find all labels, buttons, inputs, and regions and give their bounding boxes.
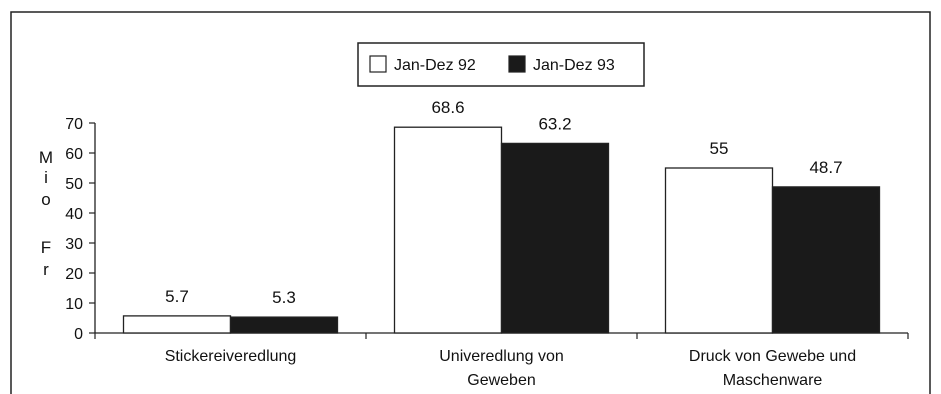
data-label-2-1: 48.7 — [809, 158, 842, 177]
y-tick-label-60: 60 — [65, 146, 83, 163]
legend: Jan-Dez 92 Jan-Dez 93 — [357, 42, 645, 87]
y-tick-label-10: 10 — [65, 296, 83, 313]
data-label-2-0: 55 — [710, 139, 729, 158]
legend-swatch-jan-dez-93 — [508, 55, 526, 73]
bar-0-0 — [122, 315, 232, 334]
bars — [122, 126, 881, 334]
category-label-2-0: Druck von Gewebe und — [689, 348, 856, 365]
data-label-0-1: 5.3 — [272, 288, 296, 307]
legend-swatch-jan-dez-92 — [369, 55, 387, 73]
legend-label-jan-dez-92: Jan-Dez 92 — [394, 57, 476, 74]
data-label-1-0: 68.6 — [431, 98, 464, 117]
y-tick-label-20: 20 — [65, 266, 83, 283]
x-axis-ticks — [94, 333, 909, 339]
bar-2-1 — [771, 186, 881, 334]
y-tick-label-50: 50 — [65, 176, 83, 193]
chart-frame — [10, 11, 931, 394]
data-labels: 5.7 5.3 68.6 63.2 55 48.7 — [165, 98, 842, 307]
y-axis-title-char-2: o — [41, 190, 50, 209]
y-axis-title-char-1: i — [44, 168, 48, 187]
y-tick-label-0: 0 — [74, 326, 83, 343]
bar-1-0 — [393, 126, 503, 334]
y-axis-title: Mio Fr — [39, 148, 53, 279]
data-label-1-1: 63.2 — [538, 114, 571, 133]
y-tick-label-40: 40 — [65, 206, 83, 223]
legend-box — [357, 42, 645, 87]
data-label-0-0: 5.7 — [165, 287, 189, 306]
category-label-1-1: Geweben — [467, 372, 536, 389]
y-axis-title-char-4: r — [43, 260, 49, 279]
y-axis-title-char-3: F — [41, 238, 51, 257]
category-label-2-1: Maschenware — [723, 372, 823, 389]
legend-label-jan-dez-93: Jan-Dez 93 — [533, 57, 615, 74]
category-label-1-0: Univeredlung von — [439, 348, 564, 365]
category-labels: Stickereiveredlung Univeredlung von Gewebe… — [165, 348, 856, 389]
y-axis-title-char-0: M — [39, 148, 53, 167]
y-axis-ticks: 0 10 20 30 40 50 60 70 — [65, 116, 95, 343]
y-tick-label-70: 70 — [65, 116, 83, 133]
category-label-0-0: Stickereiveredlung — [165, 348, 297, 365]
y-tick-label-30: 30 — [65, 236, 83, 253]
bar-0-1 — [229, 316, 339, 334]
bar-1-1 — [500, 142, 610, 334]
bar-2-0 — [664, 167, 774, 334]
